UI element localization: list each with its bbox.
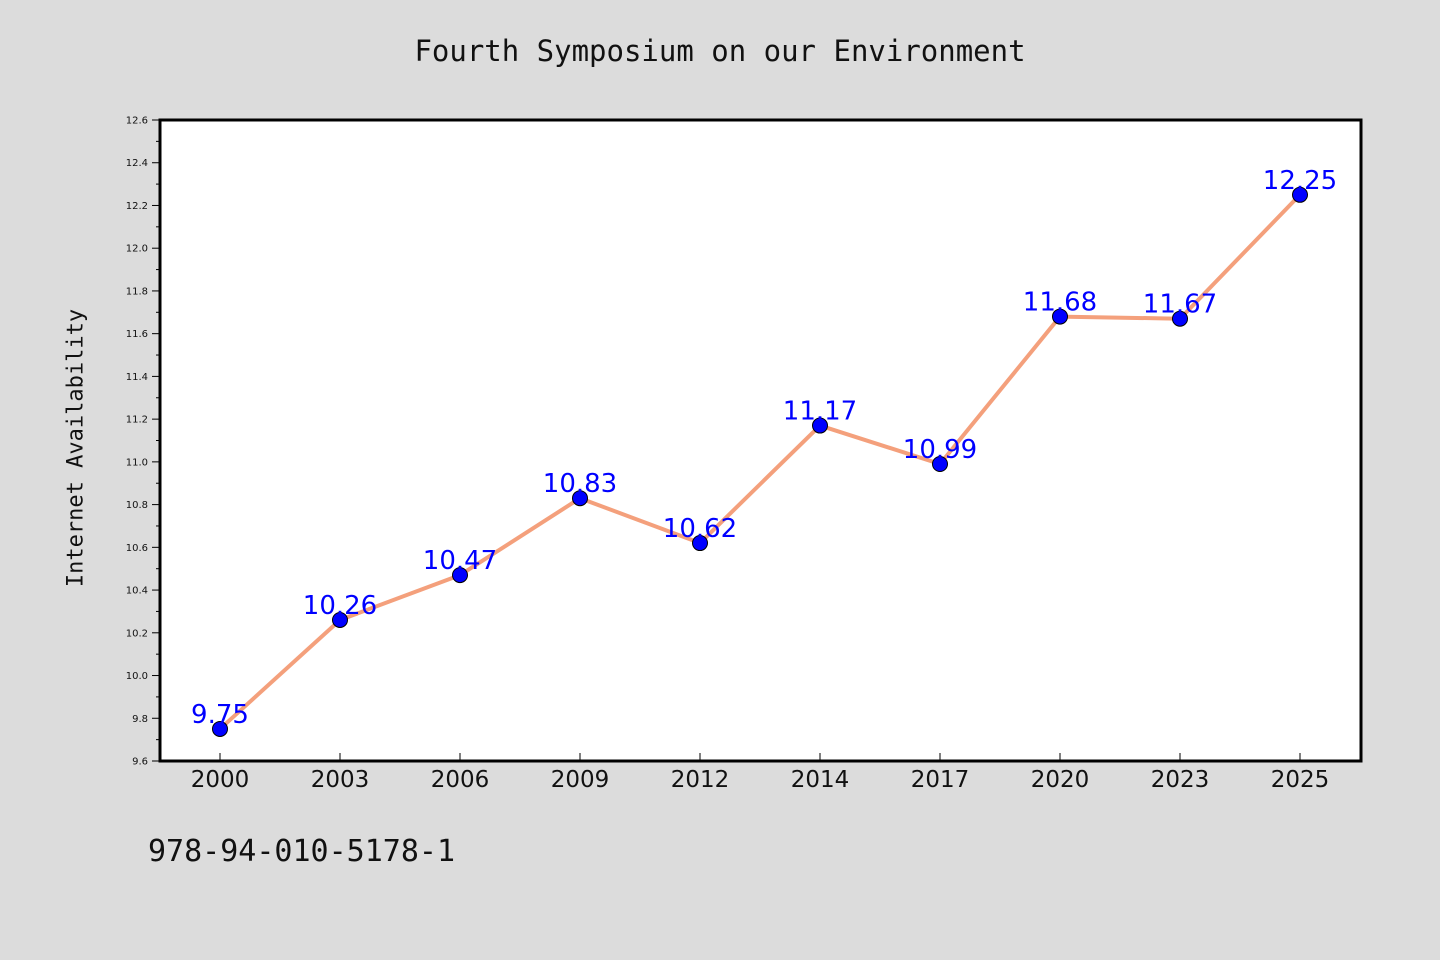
x-tick-label: 2003 — [311, 767, 370, 793]
data-label: 11.17 — [783, 397, 857, 427]
data-point — [1172, 310, 1188, 327]
y-tick-label: 10.2 — [126, 628, 148, 639]
data-label: 10.99 — [903, 435, 977, 465]
y-tick-label: 10.0 — [126, 671, 148, 682]
data-point — [812, 417, 828, 434]
data-label: 11.67 — [1143, 290, 1217, 320]
y-tick-label: 11.4 — [126, 372, 148, 383]
data-label: 10.26 — [303, 591, 377, 621]
y-tick-label: 9.6 — [132, 757, 148, 768]
chart-title: Fourth Symposium on our Environment — [414, 34, 1026, 68]
y-tick-label: 10.6 — [126, 543, 148, 554]
data-label: 10.47 — [423, 546, 497, 576]
data-point — [452, 567, 468, 584]
y-tick-label: 11.6 — [126, 329, 148, 340]
x-tick-label: 2009 — [551, 767, 610, 793]
data-point — [692, 535, 708, 552]
x-tick-label: 2006 — [431, 767, 490, 793]
data-label: 12.25 — [1263, 166, 1337, 196]
x-tick-label: 2014 — [791, 767, 850, 793]
series-line — [218, 192, 1302, 731]
x-tick-label: 2012 — [671, 767, 730, 793]
y-tick-label: 12.0 — [126, 244, 148, 255]
y-tick-label: 9.8 — [132, 714, 148, 725]
data-label: 11.68 — [1023, 288, 1097, 318]
isbn-footnote: 978-94-010-5178-1 — [148, 834, 456, 869]
data-point — [1292, 186, 1308, 203]
plot-area — [158, 118, 1363, 763]
data-point — [1052, 308, 1068, 325]
x-tick-label: 2017 — [911, 767, 970, 793]
y-tick-label: 11.8 — [126, 286, 148, 297]
y-tick-label: 12.2 — [126, 201, 148, 212]
y-tick-label: 12.4 — [126, 158, 148, 169]
x-tick-label: 2000 — [191, 767, 250, 793]
y-tick-label: 10.4 — [126, 586, 148, 597]
data-point — [212, 720, 228, 737]
data-label: 10.62 — [663, 514, 737, 544]
y-tick-label: 12.6 — [126, 116, 148, 127]
x-tick-label: 2025 — [1271, 767, 1330, 793]
data-point — [932, 456, 948, 473]
y-tick-label: 11.0 — [126, 457, 148, 468]
y-tick-label: 11.2 — [126, 415, 148, 426]
data-point — [332, 611, 348, 628]
data-label: 9.75 — [191, 700, 249, 730]
y-tick-label: 10.8 — [126, 500, 148, 511]
data-point — [572, 490, 588, 507]
x-tick-label: 2023 — [1151, 767, 1210, 793]
x-tick-label: 2020 — [1031, 767, 1090, 793]
data-label: 10.83 — [543, 469, 617, 499]
